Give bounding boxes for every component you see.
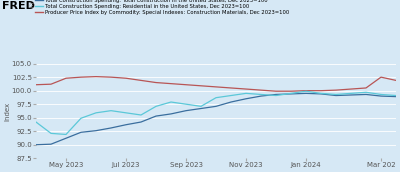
Text: ☉: ☉ (29, 3, 35, 9)
Legend: Total Construction Spending: Total Construction in the United States, Dec 2023=1: Total Construction Spending: Total Const… (35, 0, 289, 15)
Text: FRED: FRED (2, 1, 35, 11)
Y-axis label: Index: Index (4, 101, 10, 121)
